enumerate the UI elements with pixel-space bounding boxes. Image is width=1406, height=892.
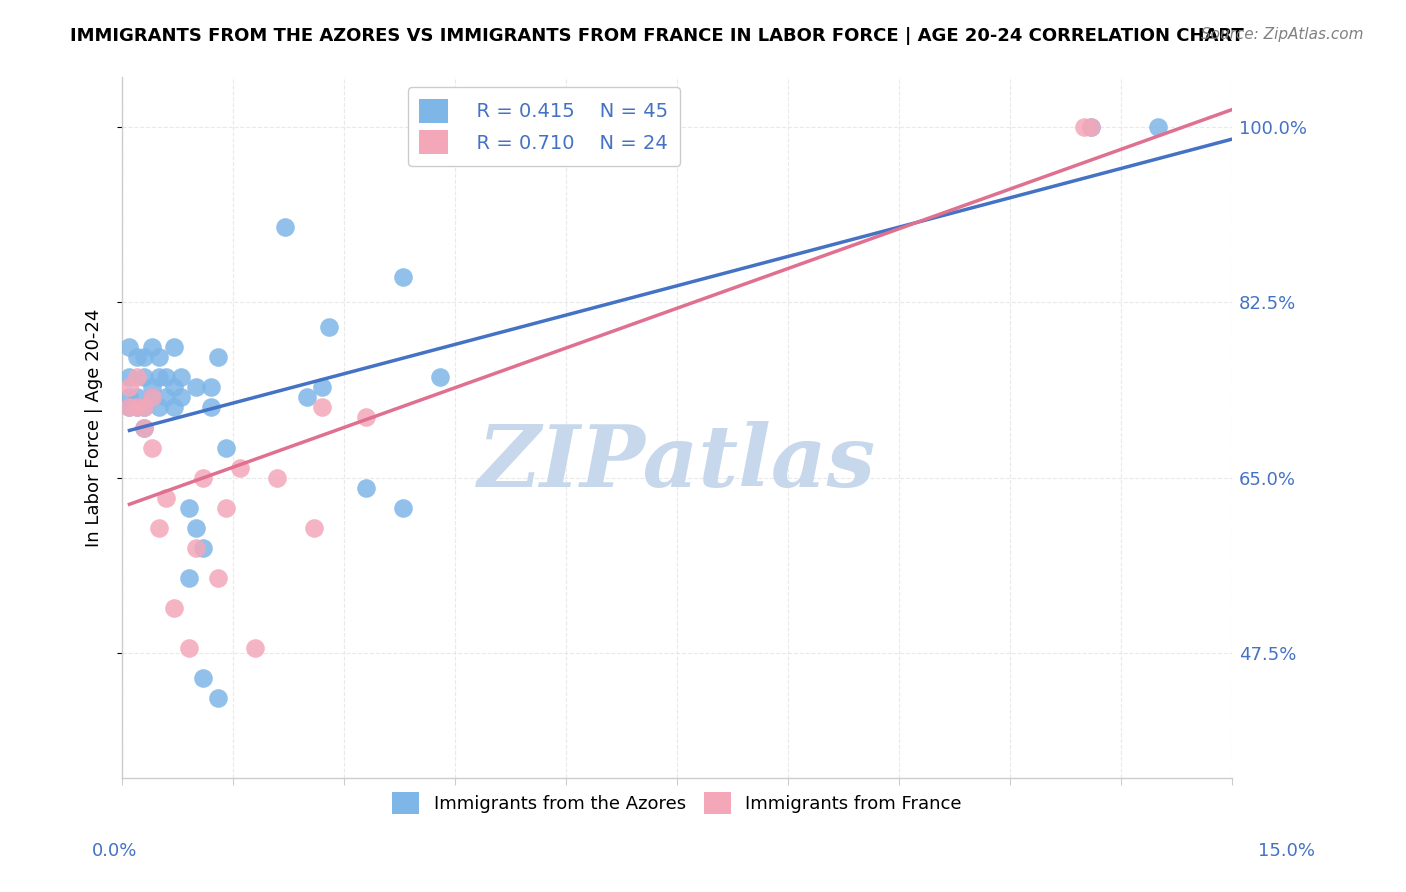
Point xyxy=(392,500,415,515)
Point xyxy=(354,481,377,495)
Point xyxy=(304,520,326,534)
Point xyxy=(229,460,252,475)
Point xyxy=(193,470,215,484)
Y-axis label: In Labor Force | Age 20-24: In Labor Force | Age 20-24 xyxy=(86,309,103,547)
Point xyxy=(141,441,163,455)
Point xyxy=(134,420,156,434)
Point xyxy=(392,270,415,285)
Point xyxy=(125,370,148,384)
Point xyxy=(184,520,207,534)
Point xyxy=(214,500,236,515)
Point xyxy=(163,401,186,415)
Point xyxy=(141,380,163,394)
Point xyxy=(429,370,451,384)
Point xyxy=(163,380,186,394)
Point xyxy=(177,640,200,655)
Text: ZIPatlas: ZIPatlas xyxy=(478,421,876,504)
Point xyxy=(295,391,318,405)
Text: 15.0%: 15.0% xyxy=(1257,842,1315,860)
Point xyxy=(1080,120,1102,135)
Point xyxy=(134,401,156,415)
Point xyxy=(245,640,267,655)
Point xyxy=(170,391,193,405)
Point xyxy=(155,370,177,384)
Point xyxy=(193,671,215,685)
Point xyxy=(155,391,177,405)
Point xyxy=(125,401,148,415)
Point xyxy=(148,370,170,384)
Text: 0.0%: 0.0% xyxy=(91,842,136,860)
Point xyxy=(163,341,186,355)
Point xyxy=(155,491,177,505)
Point xyxy=(148,351,170,365)
Point xyxy=(148,401,170,415)
Point xyxy=(214,441,236,455)
Point xyxy=(184,541,207,555)
Text: IMMIGRANTS FROM THE AZORES VS IMMIGRANTS FROM FRANCE IN LABOR FORCE | AGE 20-24 : IMMIGRANTS FROM THE AZORES VS IMMIGRANTS… xyxy=(70,27,1244,45)
Point xyxy=(177,570,200,584)
Text: Source: ZipAtlas.com: Source: ZipAtlas.com xyxy=(1201,27,1364,42)
Point xyxy=(207,690,229,705)
Point xyxy=(118,401,141,415)
Point xyxy=(118,391,141,405)
Point xyxy=(118,341,141,355)
Point xyxy=(134,401,156,415)
Point xyxy=(1146,120,1168,135)
Point xyxy=(311,380,333,394)
Point xyxy=(118,380,141,394)
Point xyxy=(207,570,229,584)
Point xyxy=(141,391,163,405)
Point xyxy=(1080,120,1102,135)
Point xyxy=(118,370,141,384)
Point xyxy=(200,401,222,415)
Legend: Immigrants from the Azores, Immigrants from France: Immigrants from the Azores, Immigrants f… xyxy=(381,780,973,824)
Point xyxy=(311,401,333,415)
Point xyxy=(134,420,156,434)
Point xyxy=(274,220,297,235)
Point xyxy=(207,351,229,365)
Point xyxy=(318,320,340,334)
Point xyxy=(1073,120,1095,135)
Point xyxy=(170,370,193,384)
Point xyxy=(125,351,148,365)
Point xyxy=(354,410,377,425)
Point xyxy=(125,401,148,415)
Point xyxy=(266,470,288,484)
Point xyxy=(134,351,156,365)
Point xyxy=(184,380,207,394)
Point xyxy=(200,380,222,394)
Point xyxy=(118,401,141,415)
Point xyxy=(134,370,156,384)
Point xyxy=(141,341,163,355)
Point xyxy=(148,520,170,534)
Point xyxy=(141,391,163,405)
Point xyxy=(125,391,148,405)
Point xyxy=(193,541,215,555)
Point xyxy=(163,600,186,615)
Point xyxy=(177,500,200,515)
